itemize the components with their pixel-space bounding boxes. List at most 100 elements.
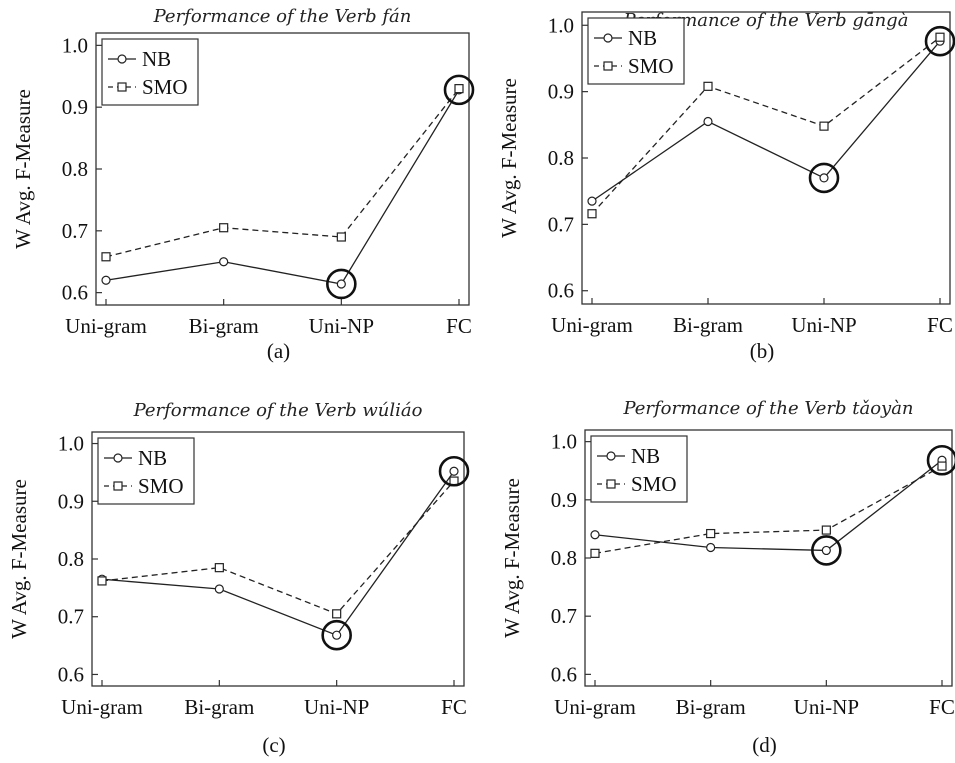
panel-caption: (c) [262, 733, 285, 757]
highlight-circle [924, 25, 955, 57]
point-smo [219, 223, 229, 233]
highlight-circle [321, 619, 352, 651]
point-nb [101, 275, 111, 285]
y-tick-label: 1.0 [548, 13, 574, 37]
point-nb [587, 196, 597, 206]
chart-panel-b: Performance of the Verb gāngà 0.6 0.7 0.8 0.… [497, 10, 955, 363]
series-line-nb [594, 459, 943, 552]
legend-marker-nb [603, 33, 613, 43]
chart-title: Performance of the Verb tǎoyàn [622, 398, 913, 419]
point-smo [101, 252, 111, 262]
legend-box [590, 435, 688, 503]
point-nb [821, 545, 831, 556]
y-tick-label: 0.7 [62, 219, 88, 243]
chart-title: Performance of the Verb wúliáo [133, 400, 423, 421]
highlight-circle [326, 268, 357, 300]
series-line-nb [101, 470, 455, 636]
highlight-circle [926, 444, 955, 476]
chart-panel-d: Performance of the Verb tǎoyàn 0.6 0.7 0.8 0… [500, 398, 955, 757]
y-tick-label: 0.9 [551, 488, 577, 512]
point-smo [587, 209, 597, 219]
point-smo [590, 548, 600, 558]
series-line-smo [101, 480, 455, 615]
x-tick-label: FC [927, 313, 953, 337]
legend-marker-smo [117, 82, 127, 92]
y-tick-label: 1.0 [62, 33, 88, 57]
legend-label-smo: SMO [628, 54, 674, 78]
point-smo [454, 84, 464, 94]
point-smo [332, 609, 342, 619]
point-nb [332, 630, 342, 640]
x-tick-label: FC [441, 695, 467, 719]
legend-box [587, 17, 685, 85]
y-axis-label: W Avg. F-Measure [497, 78, 521, 238]
legend-box [101, 38, 199, 106]
x-tick-label: Uni-gram [65, 314, 147, 338]
y-tick-label: 0.8 [551, 546, 577, 570]
legend-label-nb: NB [631, 444, 660, 468]
point-smo [819, 121, 829, 131]
legend-label-smo: SMO [631, 472, 677, 496]
legend-label-smo: SMO [142, 75, 188, 99]
x-tick-label: Uni-gram [61, 695, 143, 719]
y-tick-label: 0.6 [551, 662, 577, 686]
point-smo [821, 525, 831, 535]
y-tick-label: 0.6 [58, 662, 84, 686]
x-tick-label: FC [929, 695, 955, 719]
chart-title: Performance of the Verb gāngà [623, 10, 909, 31]
point-smo [336, 232, 346, 242]
point-nb [449, 466, 459, 476]
y-tick-label: 0.9 [548, 80, 574, 104]
series-line-nb [591, 40, 941, 202]
y-axis-label: W Avg. F-Measure [7, 479, 31, 639]
highlight-circle [438, 455, 470, 487]
y-tick-label: 0.7 [58, 605, 84, 629]
legend-marker-smo [603, 61, 613, 71]
x-tick-label: Bi-gram [676, 695, 746, 719]
x-tick-label: Bi-gram [189, 314, 259, 338]
y-axis-label: W Avg. F-Measure [11, 89, 35, 249]
x-tick-label: Bi-gram [673, 313, 743, 337]
point-nb [819, 173, 829, 183]
legend-marker-smo [606, 479, 616, 489]
y-tick-label: 0.8 [58, 547, 84, 571]
y-tick-label: 0.6 [548, 279, 574, 303]
legend-label-nb: NB [142, 47, 171, 71]
series-line-nb [105, 89, 460, 285]
panel-caption: (b) [750, 339, 775, 363]
y-tick-label: 0.7 [551, 604, 577, 628]
legend-label-nb: NB [138, 446, 167, 470]
y-tick-label: 1.0 [58, 432, 84, 456]
legend-marker-nb [113, 453, 123, 463]
highlight-circle [808, 162, 840, 194]
y-tick-label: 0.8 [62, 157, 88, 181]
legend-marker-nb [606, 451, 616, 461]
x-tick-label: Uni-gram [551, 313, 633, 337]
x-tick-label: Uni-NP [309, 314, 374, 338]
chart-panel-a: Performance of the Verb fán 0.6 0.7 0.8 0.9 1… [11, 6, 475, 363]
y-tick-label: 1.0 [551, 430, 577, 454]
legend-label-smo: SMO [138, 474, 184, 498]
y-tick-label: 0.7 [548, 212, 574, 236]
point-nb [336, 279, 346, 289]
point-smo [214, 563, 224, 573]
x-tick-label: Uni-NP [304, 695, 369, 719]
y-tick-label: 0.8 [548, 146, 574, 170]
point-nb [706, 542, 716, 553]
point-nb [590, 530, 600, 540]
series-line-smo [105, 88, 460, 258]
point-smo [937, 461, 947, 471]
legend-box [97, 437, 195, 505]
legend-label-nb: NB [628, 26, 657, 50]
series-line-smo [594, 465, 943, 554]
x-tick-label: Uni-NP [791, 313, 856, 337]
series-line-smo [591, 36, 941, 215]
panel-caption: (a) [267, 339, 290, 363]
legend-marker-smo [113, 481, 123, 491]
x-tick-label: Bi-gram [184, 695, 254, 719]
legend-marker-nb [117, 54, 127, 64]
chart-title: Performance of the Verb fán [153, 6, 412, 27]
y-axis-label: W Avg. F-Measure [500, 478, 524, 638]
y-tick-label: 0.9 [62, 95, 88, 119]
